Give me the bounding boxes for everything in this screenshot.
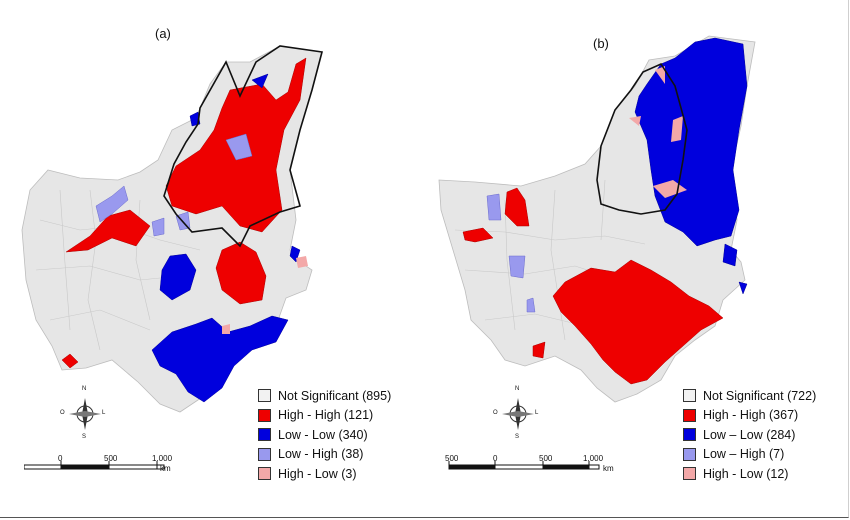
scale-bar-graphic	[24, 461, 165, 470]
compass-w: O	[493, 410, 498, 416]
compass-s: S	[515, 434, 520, 440]
legend-label: Low - High (38)	[278, 447, 364, 462]
compass-e: L	[535, 410, 539, 416]
scale-bar-graphic	[448, 461, 600, 470]
scale-bar: 500 0 500 1.000 km	[439, 448, 639, 478]
compass-w: O	[60, 410, 65, 416]
legend: Not Significant (895) High - High (121) …	[258, 386, 391, 484]
cluster-low-low	[151, 73, 301, 403]
legend: Not Significant (722) High - High (367) …	[683, 386, 816, 484]
scale-bar: 0 500 1.000 km	[24, 448, 224, 478]
legend-label: High - Low (12)	[703, 466, 789, 481]
legend-swatch	[683, 467, 696, 481]
legend-item-high-high: High - High (121)	[258, 406, 391, 426]
scale-tick: 1.000	[152, 454, 173, 463]
legend-label: Not Significant (722)	[703, 388, 817, 403]
legend-label: High - High (367)	[703, 408, 799, 423]
compass-n: N	[82, 386, 87, 392]
legend-label: Low - Low (340)	[278, 427, 368, 442]
legend-swatch	[258, 389, 271, 403]
legend-swatch	[258, 447, 271, 461]
legend-swatch	[258, 408, 271, 422]
cluster-high-high	[462, 187, 724, 385]
legend-label: Not Significant (895)	[278, 388, 392, 403]
legend-swatch	[683, 408, 696, 422]
legend-item-low-low: Low - Low (340)	[258, 425, 391, 445]
highlight-boundary	[596, 62, 688, 215]
scale-tick: 0	[493, 454, 498, 463]
scale-tick: 500	[445, 454, 459, 463]
legend-swatch	[258, 467, 271, 481]
scale-tick: 0	[58, 454, 63, 463]
legend-item-high-low: High - Low (3)	[258, 464, 391, 484]
map-panel-a: (a) N S L O 0 500 1.000 km Not Significa…	[0, 0, 425, 518]
lisa-map-a	[21, 45, 324, 413]
legend-item-low-high: Low – High (7)	[683, 445, 816, 465]
legend-swatch	[258, 428, 271, 442]
compass-e: L	[102, 410, 106, 416]
scale-unit: km	[603, 464, 614, 473]
legend-item-high-low: High - Low (12)	[683, 464, 816, 484]
cluster-low-high	[486, 193, 536, 313]
scale-unit: km	[160, 464, 171, 473]
legend-label: Low – Low (284)	[703, 427, 796, 442]
legend-item-high-high: High - High (367)	[683, 406, 816, 426]
legend-label: High - High (121)	[278, 408, 374, 423]
legend-item-low-high: Low - High (38)	[258, 445, 391, 465]
scale-tick: 500	[539, 454, 553, 463]
cluster-high-low	[222, 256, 308, 334]
compass-rose: N S L O	[493, 386, 541, 445]
scale-tick: 500	[104, 454, 118, 463]
legend-swatch	[683, 447, 696, 461]
scale-tick: 1.000	[583, 454, 604, 463]
legend-item-not-significant: Not Significant (722)	[683, 386, 816, 406]
lisa-map-b	[438, 35, 756, 403]
compass-n: N	[515, 386, 520, 392]
highlight-boundary	[163, 45, 324, 248]
legend-swatch	[683, 428, 696, 442]
municipal-borders	[35, 189, 201, 351]
legend-item-low-low: Low – Low (284)	[683, 425, 816, 445]
legend-swatch	[683, 389, 696, 403]
north-arrow-icon	[69, 398, 101, 430]
legend-item-not-significant: Not Significant (895)	[258, 386, 391, 406]
compass-rose: N S L O	[60, 386, 108, 445]
compass-s: S	[82, 434, 87, 440]
map-panel-b: (b) N S L O 500 0 500 1.000 km Not Sig	[425, 0, 850, 518]
legend-label: High - Low (3)	[278, 466, 357, 481]
panel-label: (a)	[155, 26, 171, 41]
north-arrow-icon	[502, 398, 534, 430]
panel-label: (b)	[593, 36, 609, 51]
legend-label: Low – High (7)	[703, 447, 785, 462]
